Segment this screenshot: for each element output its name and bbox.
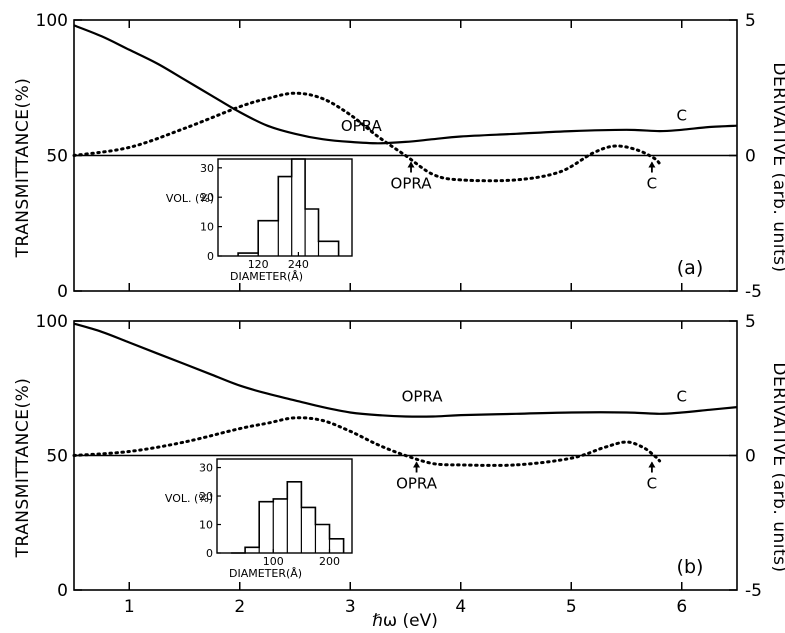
y-tick-label: 50	[46, 447, 68, 467]
inset-y-axis-label: VOL. (%)	[165, 492, 213, 505]
inset-y-tick-label: 30	[199, 462, 213, 475]
inset-x-axis-label: DIAMETER(Å)	[229, 567, 302, 580]
y-tick-label: 50	[46, 147, 68, 167]
annotation-label: OPRA	[402, 388, 444, 406]
annotation-arrowhead	[648, 462, 655, 468]
x-tick-label: 5	[566, 597, 577, 617]
y2-tick-label: 0	[745, 147, 756, 167]
annotation-label: OPRA	[341, 117, 383, 135]
inset-x-tick-label: 200	[319, 555, 340, 568]
transmittance-series-line	[74, 25, 737, 143]
x-tick-label: 6	[676, 597, 687, 617]
inset-y-tick-label: 10	[200, 221, 214, 234]
y2-tick-label: -5	[745, 282, 762, 302]
y-axis-label: TRANSMITTANCE(%)	[13, 78, 33, 259]
inset-y-tick-label: 0	[206, 547, 213, 560]
y-tick-label: 0	[57, 581, 68, 601]
inset-y-axis-label: VOL. (%)	[166, 192, 214, 205]
annotation-label: C	[647, 475, 657, 493]
panel-label: (b)	[677, 556, 704, 578]
inset-y-tick-label: 0	[207, 250, 214, 263]
annotation-label: C	[677, 106, 687, 124]
y2-tick-label: 0	[745, 447, 756, 467]
x-tick-label: 4	[455, 597, 466, 617]
y-tick-label: 100	[36, 11, 68, 31]
annotation-arrowhead	[413, 462, 420, 468]
y-tick-label: 0	[57, 282, 68, 302]
annotation-label: C	[677, 388, 687, 406]
annotation-label: OPRA	[391, 175, 433, 193]
panel-label: (a)	[677, 257, 703, 279]
x-tick-label: 3	[345, 597, 356, 617]
y2-axis-label: DERIVATIVE (arb. units)	[769, 362, 785, 572]
y-tick-label: 100	[36, 312, 68, 332]
x-tick-label: 1	[124, 597, 135, 617]
annotation-label: C	[647, 175, 657, 193]
y2-axis-label: DERIVATIVE (arb. units)	[769, 62, 785, 272]
x-axis-label: ℏω (eV)	[372, 611, 438, 631]
y2-tick-label: -5	[745, 581, 762, 601]
y2-tick-label: 5	[745, 11, 756, 31]
y2-tick-label: 5	[745, 312, 756, 332]
annotation-arrowhead	[648, 162, 655, 168]
annotation-arrowhead	[408, 162, 415, 168]
derivative-series-line	[74, 418, 660, 466]
inset-y-tick-label: 30	[200, 162, 214, 175]
inset-y-tick-label: 10	[199, 519, 213, 532]
y-axis-label: TRANSMITTANCE(%)	[13, 378, 33, 559]
annotation-label: OPRA	[396, 475, 438, 493]
derivative-series-line	[74, 93, 660, 181]
inset-x-axis-label: DIAMETER(Å)	[230, 270, 303, 283]
x-tick-label: 2	[234, 597, 245, 617]
